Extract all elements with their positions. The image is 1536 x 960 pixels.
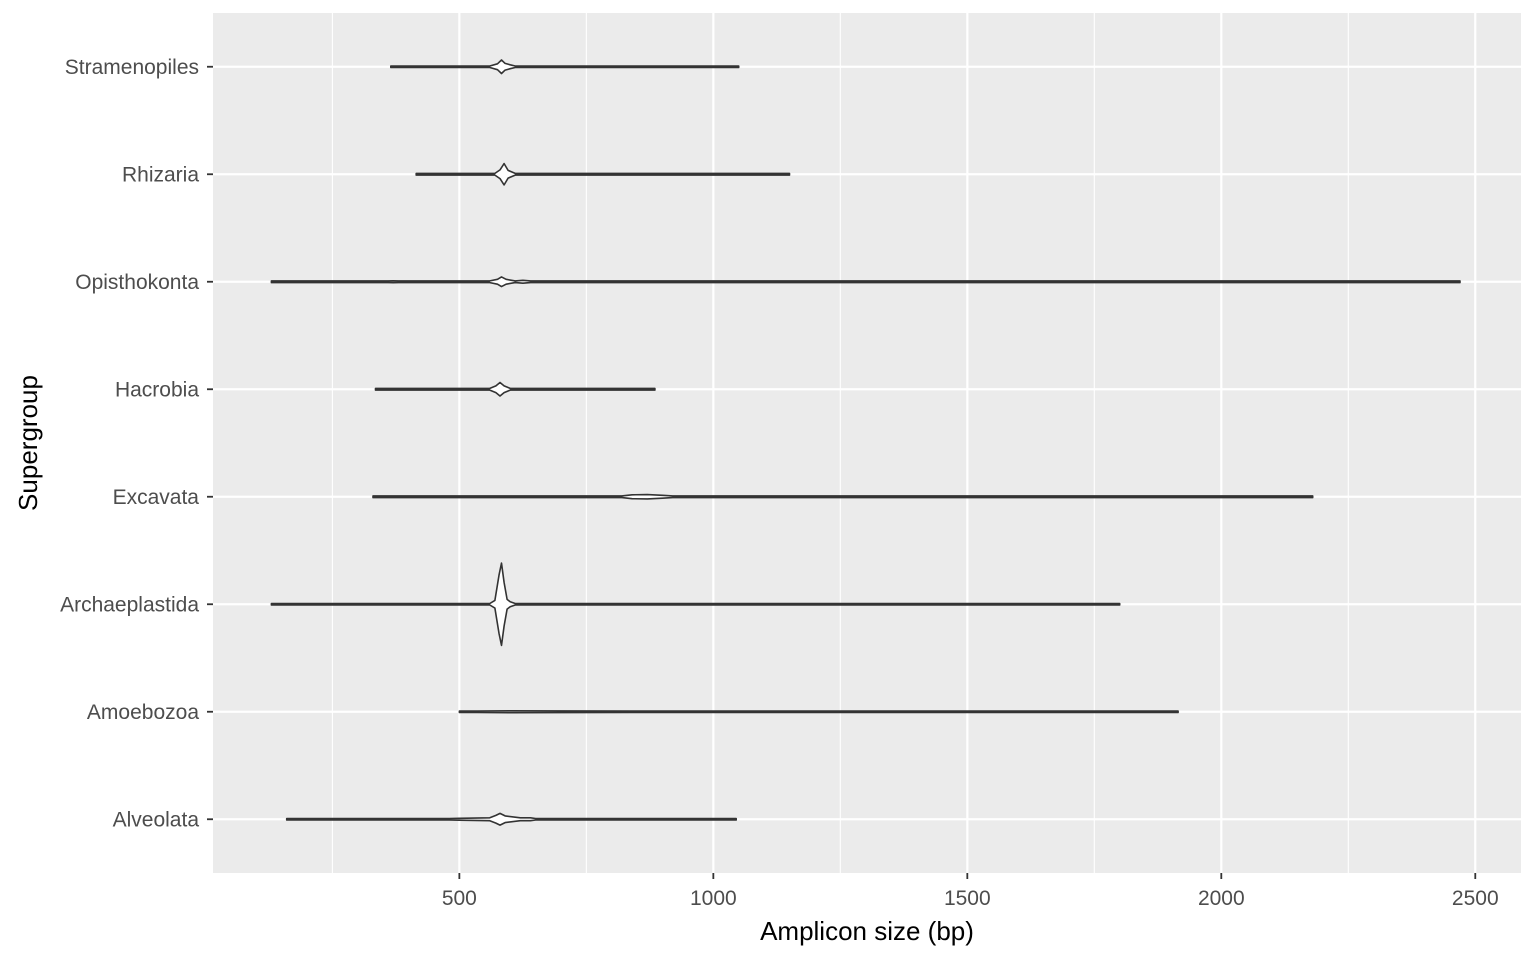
x-axis-ticks: 500 1000 1500 2000 2500 xyxy=(442,873,1499,910)
x-tick-label: 1000 xyxy=(690,887,737,910)
violin-alveolata xyxy=(285,812,737,826)
y-tick-label: Rhizaria xyxy=(122,163,199,186)
y-tick-label: Archaeplastida xyxy=(60,593,199,616)
y-axis-title: Supergroup xyxy=(13,375,43,511)
x-tick-label: 2000 xyxy=(1198,887,1245,910)
y-tick-label: Alveolata xyxy=(113,808,200,831)
violin-hacrobia xyxy=(374,381,656,397)
violin-rhizaria xyxy=(415,162,791,186)
grid-minor xyxy=(331,13,1349,873)
violins xyxy=(270,59,1461,826)
y-tick-label: Excavata xyxy=(113,486,200,509)
y-axis-ticks: Stramenopiles Rhizaria Opisthokonta Hacrobi… xyxy=(60,56,213,831)
y-tick-label: Stramenopiles xyxy=(65,56,199,79)
violin-archaeplastida xyxy=(270,562,1121,647)
x-axis-title: Amplicon size (bp) xyxy=(760,916,974,946)
violin-stramenopiles xyxy=(390,59,740,75)
panel-background xyxy=(213,13,1521,873)
x-tick-label: 2500 xyxy=(1452,887,1499,910)
violin-amoebozoa xyxy=(458,710,1179,714)
y-tick-label: Amoebozoa xyxy=(87,701,199,724)
y-tick-label: Opisthokonta xyxy=(75,271,199,294)
violin-excavata xyxy=(372,493,1314,500)
x-tick-label: 1500 xyxy=(944,887,991,910)
violin-opisthokonta xyxy=(270,276,1461,288)
x-tick-label: 500 xyxy=(442,887,477,910)
y-tick-label: Hacrobia xyxy=(115,378,199,401)
